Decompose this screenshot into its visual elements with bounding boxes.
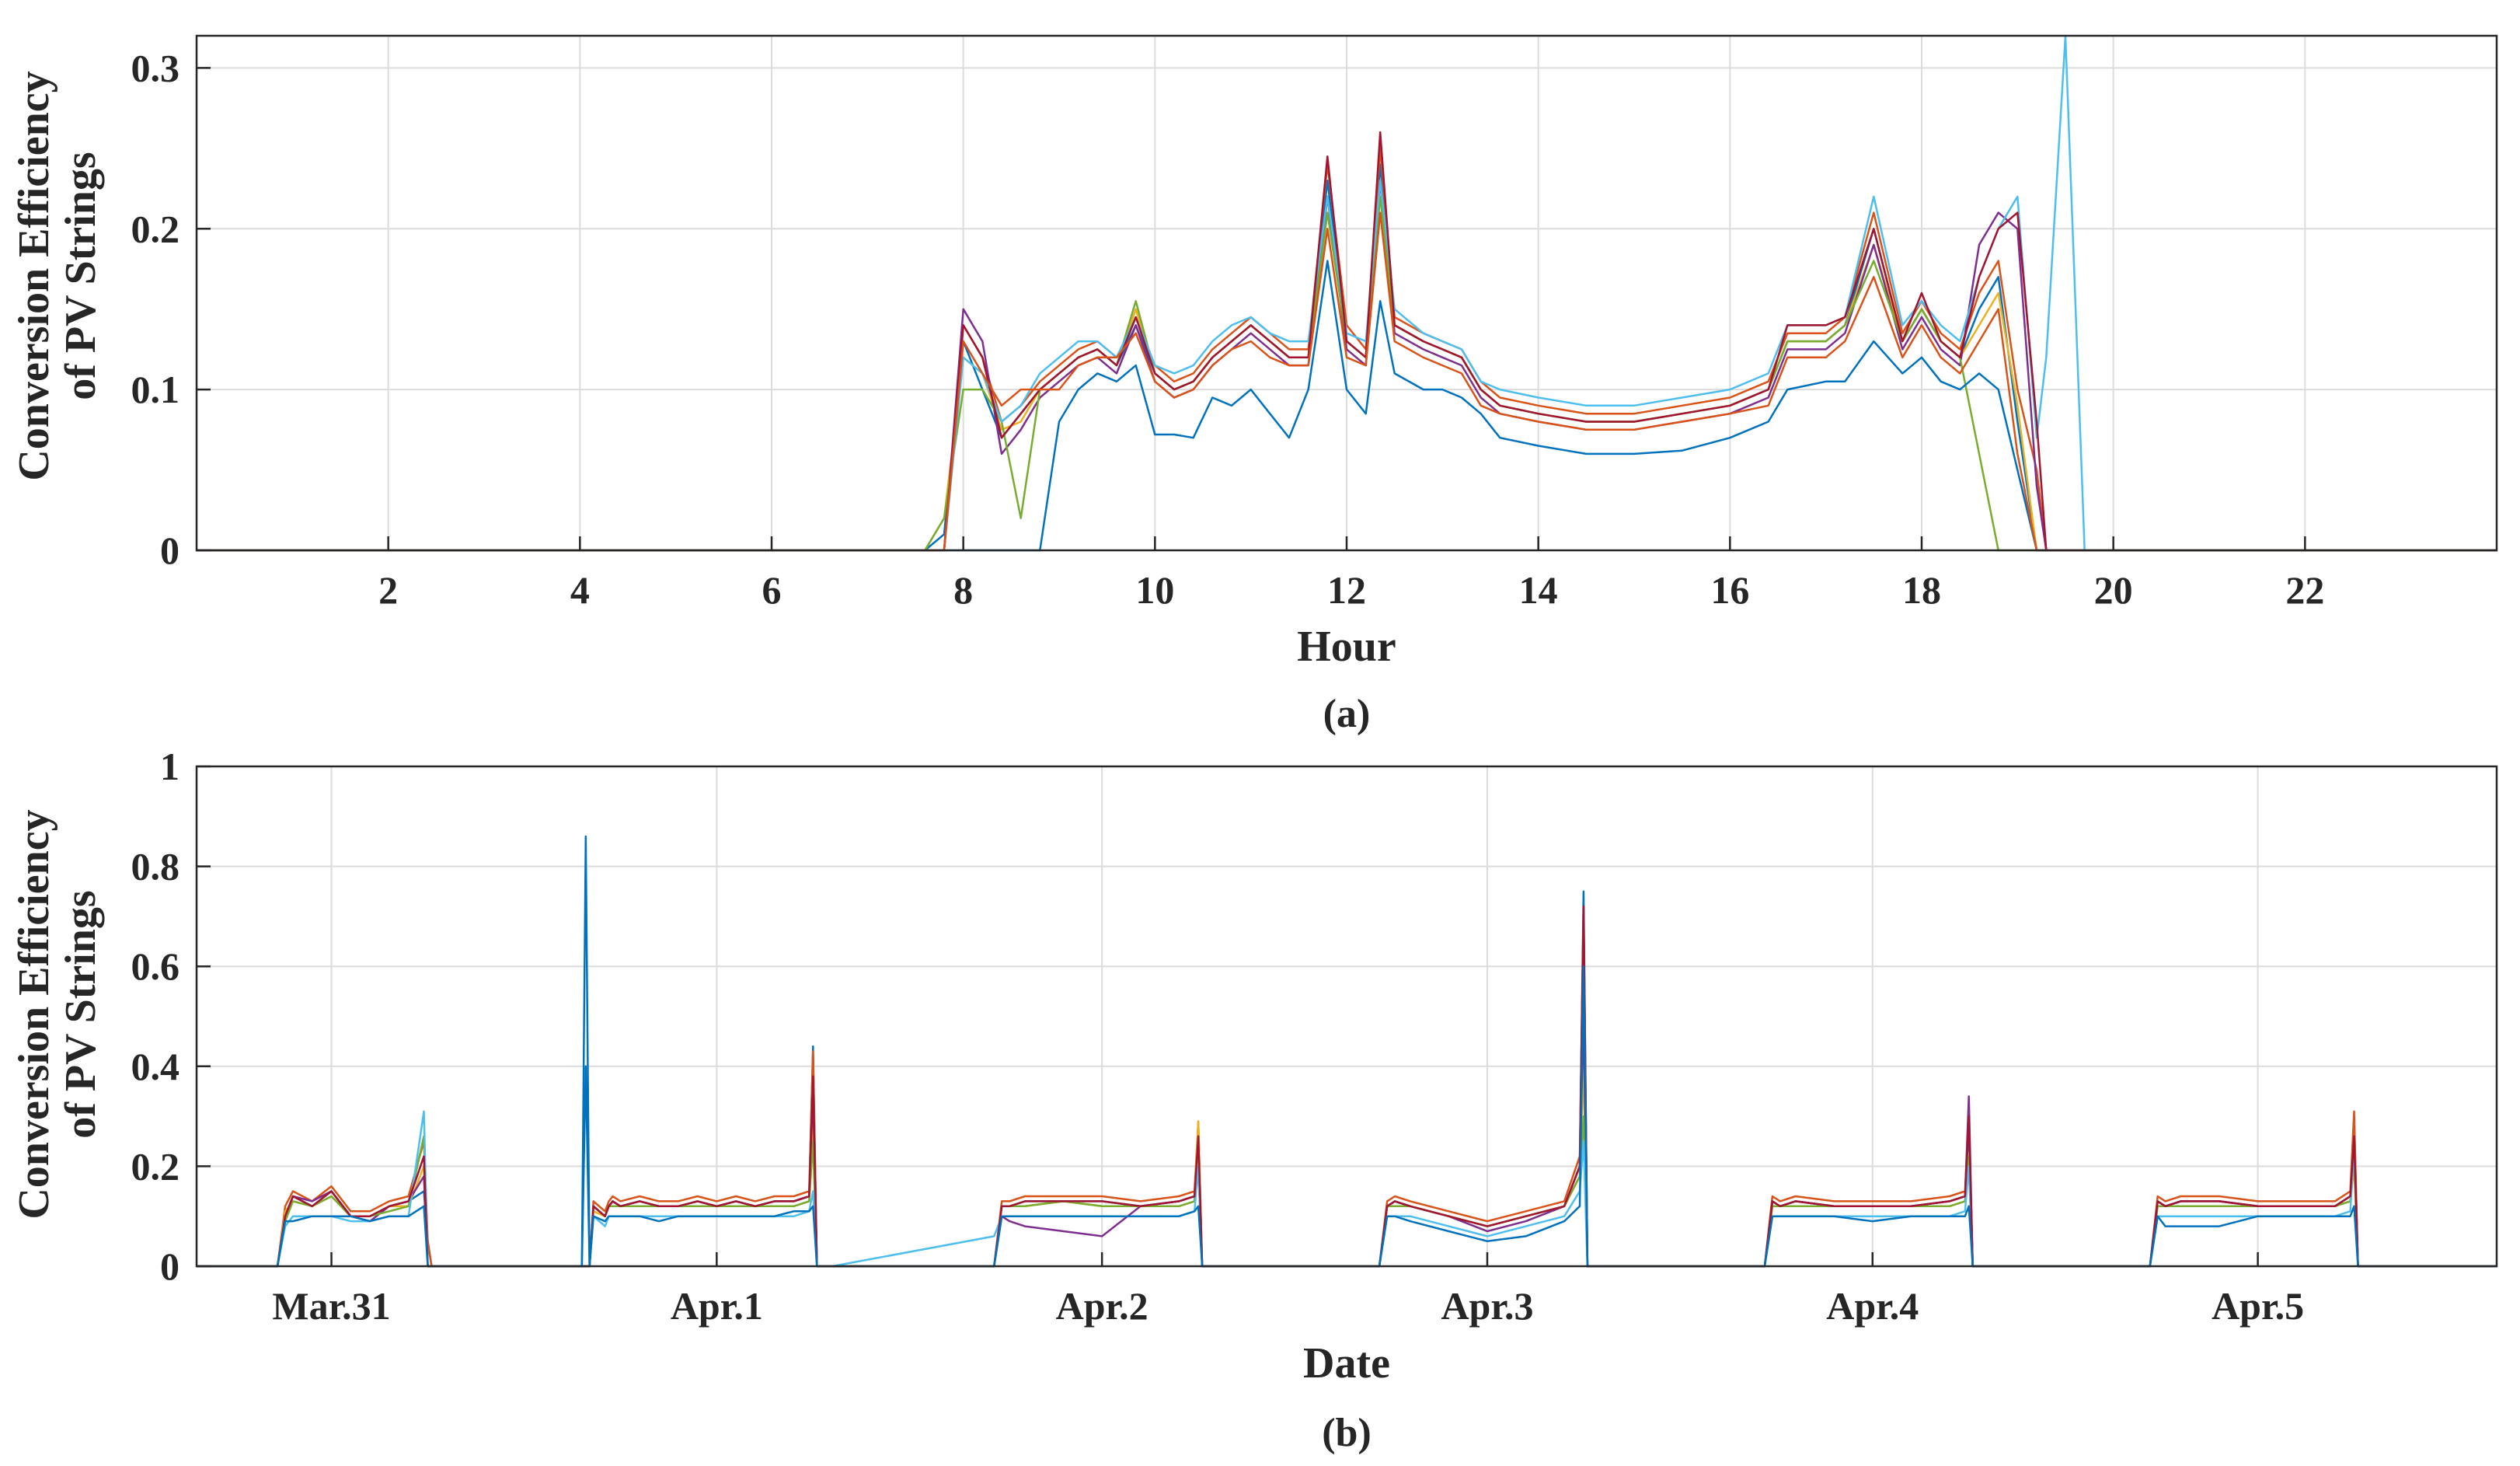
y-tick-label: 0.1 — [131, 368, 180, 411]
x-tick-label: Apr.5 — [2212, 1284, 2304, 1328]
y-tick-label: 0.8 — [131, 845, 180, 888]
y-tick-label: 1 — [160, 745, 180, 788]
x-tick-label: 6 — [762, 568, 782, 612]
panel-b-x-axis-label: Date — [1303, 1339, 1390, 1387]
x-tick-label: 8 — [953, 568, 973, 612]
panel-b-y-axis-label-line1: Conversion Efficiency — [10, 809, 58, 1219]
panel-a-series — [197, 34, 2497, 552]
panel-b-chart: Mar.31 Apr.1 Apr.2 Apr.3 Apr.4 Apr.5 0 0.2 0.4 0.… — [10, 745, 2498, 1455]
panel-b-grid — [197, 766, 2497, 1267]
panel-b-caption: (b) — [1322, 1411, 1372, 1455]
x-tick-label: 12 — [1327, 568, 1366, 612]
panel-a-caption: (a) — [1323, 692, 1371, 736]
y-tick-label: 0.4 — [131, 1045, 180, 1088]
y-tick-label: 0.6 — [131, 944, 180, 988]
x-tick-label: Apr.4 — [1826, 1284, 1919, 1328]
panel-a-x-axis-label: Hour — [1297, 623, 1396, 671]
x-tick-label: 18 — [1902, 568, 1941, 612]
panel-a-ticks: 2 4 6 8 10 12 14 16 18 20 22 0 0.1 0.2 0.3 — [131, 46, 2325, 612]
series-line-7 — [197, 905, 2497, 1268]
y-tick-label: 0 — [160, 1244, 180, 1288]
x-tick-label: 20 — [2094, 568, 2133, 612]
panel-a-y-axis-label-line1: Conversion Efficiency — [10, 71, 58, 480]
x-tick-label: 14 — [1519, 568, 1558, 612]
x-tick-label: 16 — [1710, 568, 1749, 612]
series-line-9 — [197, 211, 2497, 552]
panel-a-grid — [197, 36, 2497, 551]
x-tick-label: 10 — [1135, 568, 1174, 612]
series-line-8 — [197, 965, 2497, 1268]
panel-b-plot-frame — [195, 765, 2498, 1268]
series-line-7 — [197, 131, 2497, 552]
series-line-1 — [197, 835, 2497, 1268]
x-tick-label: Apr.2 — [1056, 1284, 1148, 1328]
x-tick-label: 4 — [570, 568, 590, 612]
x-tick-label: Apr.1 — [671, 1284, 763, 1328]
series-line-8 — [197, 260, 2497, 552]
y-tick-label: 0.2 — [131, 1144, 180, 1188]
y-tick-label: 0 — [160, 529, 180, 572]
panel-b-series — [197, 835, 2497, 1268]
x-tick-label: Mar.31 — [272, 1284, 390, 1328]
panel-a-y-axis-label-line2: of PV Strings — [57, 152, 105, 400]
series-line-2 — [197, 915, 2497, 1268]
y-tick-label: 0.2 — [131, 207, 180, 250]
panel-b-ticks: Mar.31 Apr.1 Apr.2 Apr.3 Apr.4 Apr.5 0 0.2 0.4 0.… — [131, 745, 2305, 1328]
x-tick-label: Apr.3 — [1441, 1284, 1533, 1328]
x-tick-label: 2 — [378, 568, 398, 612]
y-tick-label: 0.3 — [131, 46, 180, 89]
series-line-6 — [197, 34, 2497, 552]
series-line-4 — [197, 1015, 2497, 1268]
panel-a-chart: 2 4 6 8 10 12 14 16 18 20 22 0 0.1 0.2 0.3 Hour Conver… — [10, 34, 2498, 736]
panel-b-y-axis-label-line2: of PV Strings — [57, 890, 105, 1138]
x-tick-label: 22 — [2285, 568, 2324, 612]
